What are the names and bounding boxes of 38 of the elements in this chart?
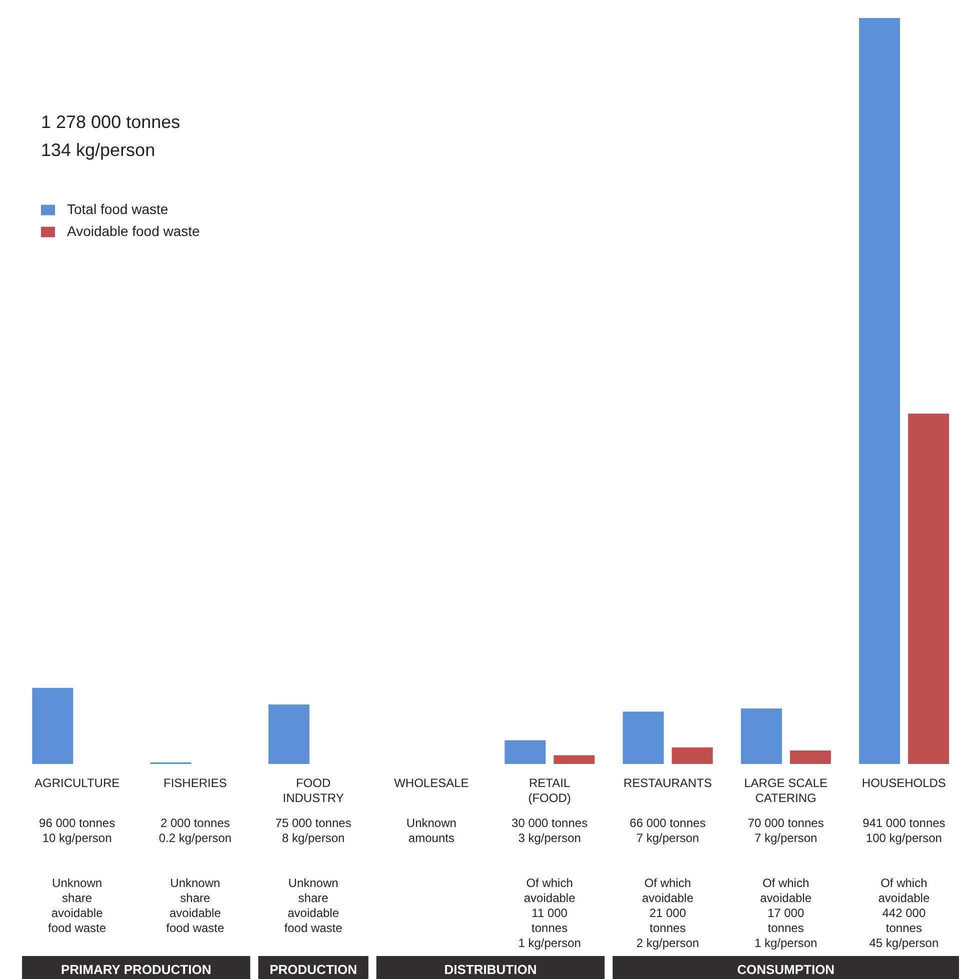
data-label: Of which avoidable 21 000 tonnes 2 kg/person	[635, 876, 700, 951]
text: 1 278 000 tonnes	[41, 111, 180, 134]
data-label: Of which avoidable 17 000 tonnes 1 kg/person	[753, 876, 818, 951]
text: Unknown share avoidable food waste	[48, 876, 106, 935]
x-tick-label: RESTAURANTS	[623, 776, 712, 790]
bar	[908, 414, 950, 764]
data-label: 66 000 tonnes 7 kg/person	[628, 816, 707, 846]
data-label: 96 000 tonnes 10 kg/person	[38, 816, 116, 846]
text: Unknown amounts	[406, 816, 456, 845]
bar	[740, 708, 782, 764]
bar	[504, 740, 546, 764]
bar	[268, 704, 310, 764]
x-tick-label: RETAIL (FOOD)	[528, 776, 571, 805]
text: 134 kg/person	[41, 139, 156, 162]
stage-header-strip: PRIMARY PRODUCTION PRODUCTION DISTRIBUTION CONSUMPTION	[8, 956, 963, 979]
text: Unknown share avoidable food waste	[166, 876, 224, 935]
x-tick-label: FISHERIES	[164, 776, 227, 790]
x-tick-label: LARGE SCALE CATERING	[744, 776, 828, 805]
data-label: 75 000 tonnes 8 kg/person	[274, 816, 352, 846]
bar	[672, 747, 713, 764]
bar	[622, 712, 664, 764]
bar	[32, 688, 74, 764]
x-tick-label: FOOD INDUSTRY	[282, 776, 344, 805]
bar	[859, 18, 900, 764]
data-label: Of which avoidable 442 000 tonnes 45 kg/person	[868, 876, 940, 951]
bar	[790, 750, 831, 764]
data-label: 70 000 tonnes 7 kg/person	[746, 816, 825, 846]
x-tick-label: AGRICULTURE	[34, 776, 120, 790]
x-tick-label: HOUSEHOLDS	[862, 776, 946, 790]
data-label: 30 000 tonnes 3 kg/person	[510, 816, 589, 846]
text: Unknown share avoidable food waste	[284, 876, 342, 935]
data-label: 941 000 tonnes 100 kg/person	[862, 816, 946, 846]
data-label: 2 000 tonnes 0.2 kg/person	[158, 816, 233, 846]
data-label: Of which avoidable 11 000 tonnes 1 kg/person	[517, 876, 582, 951]
x-tick-label: WHOLESALE	[394, 776, 469, 790]
legend-label: Total food waste	[67, 201, 168, 217]
bar	[554, 755, 595, 764]
legend-label: Avoidable food waste	[67, 223, 200, 239]
